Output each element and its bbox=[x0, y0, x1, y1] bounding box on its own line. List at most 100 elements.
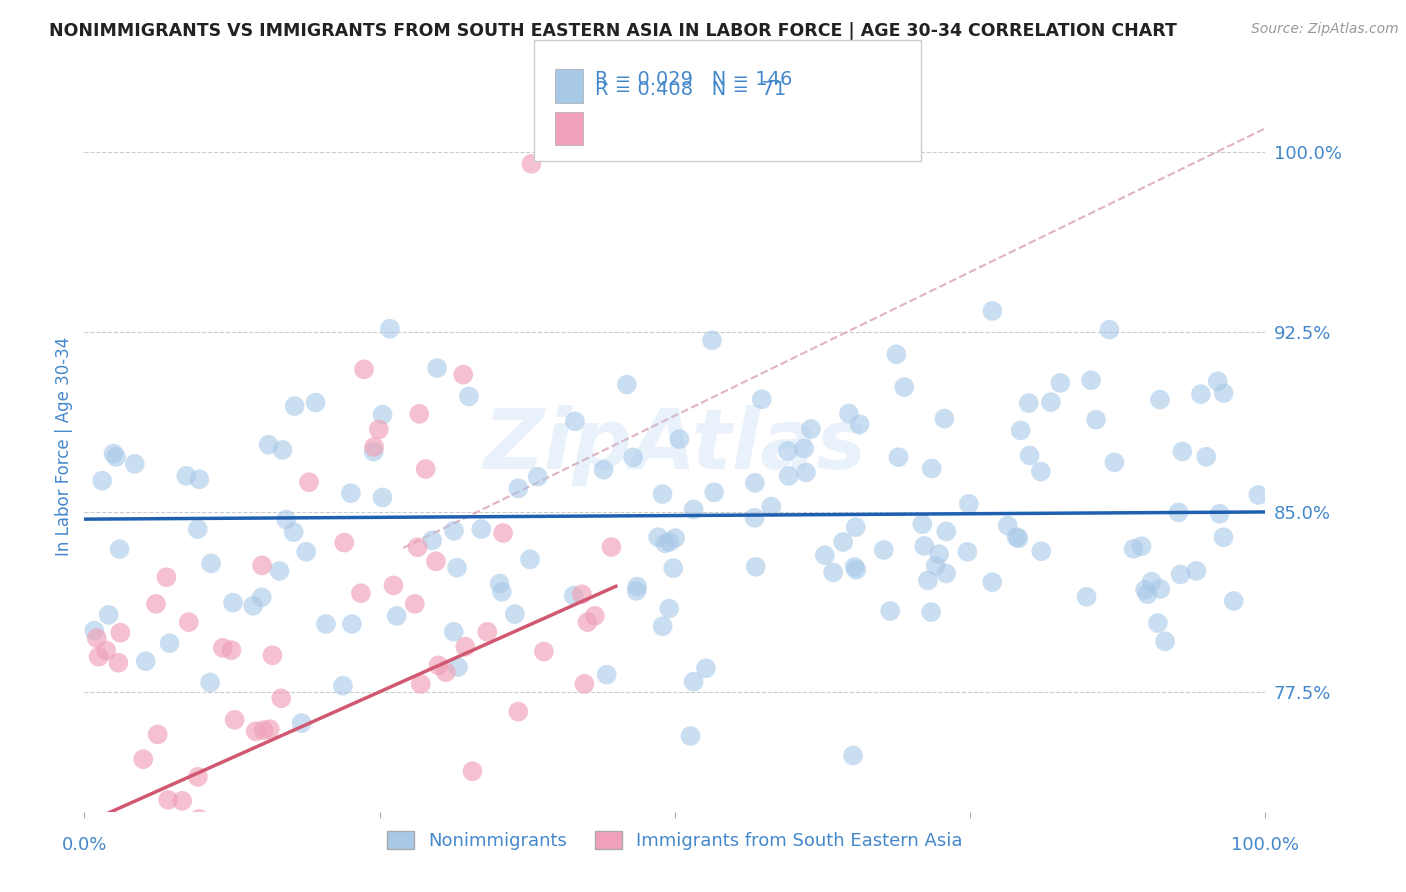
Point bbox=[832, 535, 855, 549]
Point bbox=[454, 640, 477, 654]
Point bbox=[1098, 323, 1121, 337]
Point bbox=[533, 644, 555, 658]
Point bbox=[443, 624, 465, 639]
Point bbox=[921, 461, 943, 475]
Point bbox=[1010, 424, 1032, 438]
Point bbox=[307, 814, 329, 829]
Point bbox=[626, 580, 648, 594]
Point bbox=[250, 558, 273, 573]
Point bbox=[363, 444, 385, 458]
Point bbox=[503, 607, 526, 621]
Point bbox=[651, 619, 673, 633]
Point bbox=[110, 625, 132, 640]
Point bbox=[744, 475, 766, 490]
Point bbox=[1005, 530, 1028, 544]
Point bbox=[426, 361, 449, 376]
Point bbox=[122, 886, 145, 892]
Point bbox=[935, 524, 957, 539]
Point bbox=[242, 599, 264, 613]
Point bbox=[935, 566, 957, 581]
Point bbox=[1136, 587, 1159, 601]
Point bbox=[554, 833, 576, 847]
Point bbox=[420, 533, 443, 548]
Point bbox=[1029, 465, 1052, 479]
Point bbox=[621, 450, 644, 465]
Point bbox=[298, 475, 321, 490]
Point bbox=[658, 601, 681, 615]
Point bbox=[1154, 634, 1177, 648]
Point bbox=[287, 837, 309, 851]
Point bbox=[1149, 392, 1171, 407]
Point bbox=[97, 607, 120, 622]
Point bbox=[188, 472, 211, 486]
Point bbox=[443, 524, 465, 538]
Point bbox=[651, 487, 673, 501]
Point bbox=[187, 770, 209, 784]
Point bbox=[404, 597, 426, 611]
Point bbox=[284, 399, 307, 413]
Point bbox=[382, 578, 405, 592]
Point bbox=[1223, 594, 1246, 608]
Point bbox=[917, 574, 939, 588]
Point bbox=[222, 596, 245, 610]
Point bbox=[371, 491, 394, 505]
Point bbox=[252, 723, 274, 738]
Point bbox=[1133, 582, 1156, 597]
Point bbox=[912, 539, 935, 553]
Point bbox=[564, 414, 586, 428]
Point bbox=[911, 517, 934, 532]
Point bbox=[520, 157, 543, 171]
Point bbox=[172, 794, 194, 808]
Point bbox=[574, 677, 596, 691]
Point bbox=[838, 407, 860, 421]
Text: NONIMMIGRANTS VS IMMIGRANTS FROM SOUTH EASTERN ASIA IN LABOR FORCE | AGE 30-34 C: NONIMMIGRANTS VS IMMIGRANTS FROM SOUTH E… bbox=[49, 22, 1177, 40]
Point bbox=[873, 543, 896, 558]
Point bbox=[695, 661, 717, 675]
Point bbox=[761, 500, 783, 514]
Point bbox=[447, 660, 470, 674]
Point bbox=[508, 705, 530, 719]
Point bbox=[957, 497, 980, 511]
Point bbox=[259, 722, 281, 736]
Point bbox=[1247, 488, 1270, 502]
Point bbox=[596, 667, 619, 681]
Text: Source: ZipAtlas.com: Source: ZipAtlas.com bbox=[1251, 22, 1399, 37]
Point bbox=[703, 485, 725, 500]
Point bbox=[668, 432, 690, 446]
Point bbox=[488, 576, 510, 591]
Point bbox=[219, 822, 242, 836]
Point bbox=[221, 643, 243, 657]
Point bbox=[409, 677, 432, 691]
Point bbox=[981, 304, 1004, 318]
Text: 100.0%: 100.0% bbox=[1232, 836, 1299, 854]
Point bbox=[1049, 376, 1071, 390]
Point bbox=[934, 411, 956, 425]
Point bbox=[616, 377, 638, 392]
Point bbox=[845, 520, 868, 534]
Point bbox=[157, 793, 180, 807]
Point bbox=[776, 443, 799, 458]
Point bbox=[571, 587, 593, 601]
Point bbox=[340, 617, 363, 632]
Point bbox=[290, 716, 312, 731]
Point bbox=[135, 654, 157, 668]
Text: R = 0.029   N = 146: R = 0.029 N = 146 bbox=[595, 70, 792, 88]
Point bbox=[800, 422, 823, 436]
Point bbox=[155, 570, 177, 584]
Point bbox=[491, 584, 513, 599]
Point bbox=[363, 440, 385, 454]
Point bbox=[1018, 449, 1040, 463]
Point bbox=[654, 536, 676, 550]
Point bbox=[1149, 582, 1171, 596]
Point bbox=[446, 560, 468, 574]
Point bbox=[86, 631, 108, 645]
Point bbox=[451, 368, 474, 382]
Point bbox=[107, 656, 129, 670]
Legend: Nonimmigrants, Immigrants from South Eastern Asia: Nonimmigrants, Immigrants from South Eas… bbox=[380, 823, 970, 857]
Point bbox=[664, 531, 686, 545]
Point bbox=[187, 522, 209, 536]
Point bbox=[304, 395, 326, 409]
Point bbox=[250, 591, 273, 605]
Point bbox=[1140, 574, 1163, 589]
Point bbox=[744, 511, 766, 525]
